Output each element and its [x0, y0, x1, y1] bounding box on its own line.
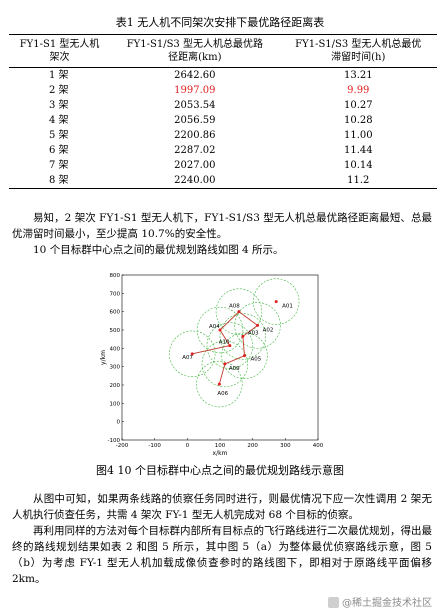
target-point — [237, 310, 241, 314]
table-row: 2 架 1997.09 9.99 — [9, 83, 437, 98]
table-header-row: FY1-S1 型无人机 架次 FY1-S1/S3 型无人机总最优路 径距离(km) … — [9, 34, 437, 68]
y-tick-label: 300 — [110, 365, 121, 371]
cell-sorties: 4 架 — [49, 115, 69, 126]
coverage-circle — [196, 306, 244, 354]
cell-time: 10.27 — [343, 100, 373, 111]
point-label: A02 — [263, 327, 274, 333]
coverage-circle — [169, 330, 216, 378]
paragraph-1: 易知，2 架次 FY1-S1 型无人机下，FY1-S1/S3 型无人机总最优路径… — [12, 212, 432, 256]
target-point — [217, 382, 221, 386]
x-tick-label: -200 — [116, 443, 129, 449]
cell-time: 10.28 — [343, 115, 373, 126]
coverage-circle — [253, 278, 300, 325]
watermark-logo-icon — [328, 597, 339, 608]
cell-sorties: 8 架 — [49, 175, 69, 186]
target-point — [223, 362, 227, 366]
target-point — [190, 352, 194, 356]
coverage-circle — [196, 360, 243, 408]
x-axis-label: x/km — [213, 450, 228, 457]
route-line — [192, 311, 259, 385]
table-caption: 表1 无人机不同架次安排下最优路径距离表 — [115, 16, 325, 29]
point-label: A07 — [182, 355, 193, 361]
table-row: 6 架 2287.02 11.44 — [9, 143, 437, 158]
cell-distance: 2027.00 — [174, 160, 216, 171]
paragraph-2: 10 个目标群中心点之间的最优规划路线如图 4 所示。 — [33, 244, 284, 256]
y-tick-label: -100 — [108, 438, 121, 444]
cell-distance: 2200.86 — [174, 130, 216, 141]
cell-time: 10.14 — [343, 160, 373, 171]
route-figure: -200 -100 0 100 200 300 400-100010020030040050… — [100, 273, 324, 457]
cell-sorties: 3 架 — [49, 100, 69, 111]
plot-frame — [121, 274, 319, 441]
cell-time: 11.2 — [347, 175, 370, 186]
y-tick-label: 100 — [110, 401, 121, 407]
target-point — [228, 344, 232, 348]
cell-sorties: 7 架 — [49, 160, 69, 171]
y-tick-label: 600 — [110, 310, 121, 316]
y-tick-label: 700 — [110, 291, 121, 297]
table-row: 7 架 2027.00 10.14 — [9, 158, 437, 173]
point-label: A09 — [229, 366, 240, 372]
point-label: A06 — [217, 391, 228, 397]
cell-sorties: 1 架 — [49, 70, 69, 81]
point-label: A03 — [248, 330, 259, 336]
distance-table: FY1-S1 型无人机 架次 FY1-S1/S3 型无人机总最优路 径距离(km) … — [9, 34, 437, 189]
figure-caption: 图4 10 个目标群中心点之间的最优规划路线示意图 — [96, 464, 344, 477]
x-tick-label: 0 — [186, 443, 190, 449]
header-sorties: FY1-S1 型无人机 架次 — [19, 39, 100, 63]
cell-sorties: 2 架 — [49, 85, 69, 96]
cell-distance: 1997.09 — [174, 85, 216, 96]
y-tick-label: 0 — [117, 420, 121, 426]
target-point — [243, 354, 246, 358]
y-tick-label: 200 — [110, 383, 121, 389]
paragraph-3: 从图中可知，如果两条线路的侦察任务同时进行，则最优情况下应一次性调用 2 架无人… — [12, 493, 432, 585]
y-tick-label: 800 — [110, 273, 121, 279]
cell-sorties: 6 架 — [49, 145, 69, 156]
cell-sorties: 5 架 — [49, 130, 69, 141]
cell-time: 9.99 — [347, 85, 370, 96]
cell-distance: 2056.59 — [174, 115, 216, 126]
target-point — [218, 328, 222, 332]
cell-distance: 2642.60 — [174, 70, 216, 81]
watermark: @稀土掘金技术社区 — [326, 594, 434, 609]
table-row: 8 架 2240.00 11.2 — [9, 173, 437, 189]
point-label: A08 — [229, 304, 240, 310]
point-label: A01 — [282, 304, 293, 310]
header-time: FY1-S1/S3 型无人机总最优 滞留时间(h) — [295, 39, 422, 63]
cell-distance: 2287.02 — [174, 145, 216, 156]
cell-distance: 2240.00 — [174, 175, 216, 186]
x-tick-label: 200 — [247, 443, 258, 449]
cell-time: 13.21 — [343, 70, 373, 81]
point-label: A05 — [251, 357, 262, 363]
target-point — [274, 300, 278, 304]
point-label: A04 — [209, 324, 220, 330]
table-row: 4 架 2056.59 10.28 — [9, 113, 437, 128]
x-tick-label: 400 — [313, 443, 324, 449]
x-tick-label: -100 — [148, 443, 161, 449]
y-tick-label: 400 — [110, 346, 121, 352]
x-tick-label: 300 — [280, 443, 291, 449]
table-row: 3 架 2053.54 10.27 — [9, 98, 437, 113]
y-tick-label: 500 — [110, 328, 121, 334]
cell-time: 11.00 — [343, 130, 373, 141]
cell-distance: 2053.54 — [174, 100, 216, 111]
x-tick-label: 100 — [215, 443, 226, 449]
target-point — [256, 323, 260, 327]
paragraph-4: 再利用同样的方法对每个目标群内部所有目标点的飞行路线进行二次最优规划，得出最终的… — [12, 525, 432, 585]
table-row: 1 架 2642.60 13.21 — [9, 68, 437, 84]
header-distance: FY1-S1/S3 型无人机总最优路 径距离(km) — [126, 39, 263, 63]
coverage-circle — [206, 322, 253, 369]
target-point — [241, 334, 245, 338]
table-row: 5 架 2200.86 11.00 — [9, 128, 437, 143]
point-label: A10 — [219, 340, 230, 346]
y-axis-label: y/km — [100, 350, 107, 365]
cell-time: 11.44 — [343, 145, 373, 156]
